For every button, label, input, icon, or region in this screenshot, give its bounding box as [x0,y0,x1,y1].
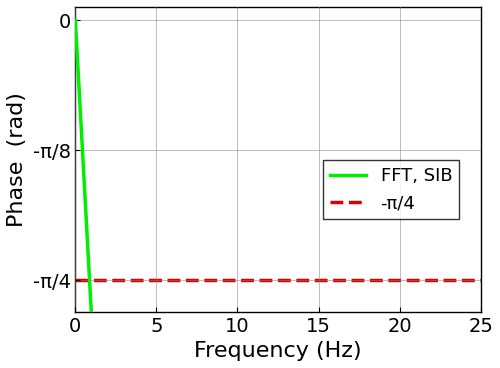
FFT, SIB [88,315,94,319]
Y-axis label: Phase  (rad): Phase (rad) [7,92,27,227]
Legend: FFT, SIB, -π/4: FFT, SIB, -π/4 [323,160,460,219]
X-axis label: Frequency (Hz): Frequency (Hz) [194,341,362,361]
-π/4 [88,278,94,283]
FFT, SIB [72,18,78,22]
Line: FFT, SIB: FFT, SIB [76,20,464,368]
-π/4 [72,278,78,283]
